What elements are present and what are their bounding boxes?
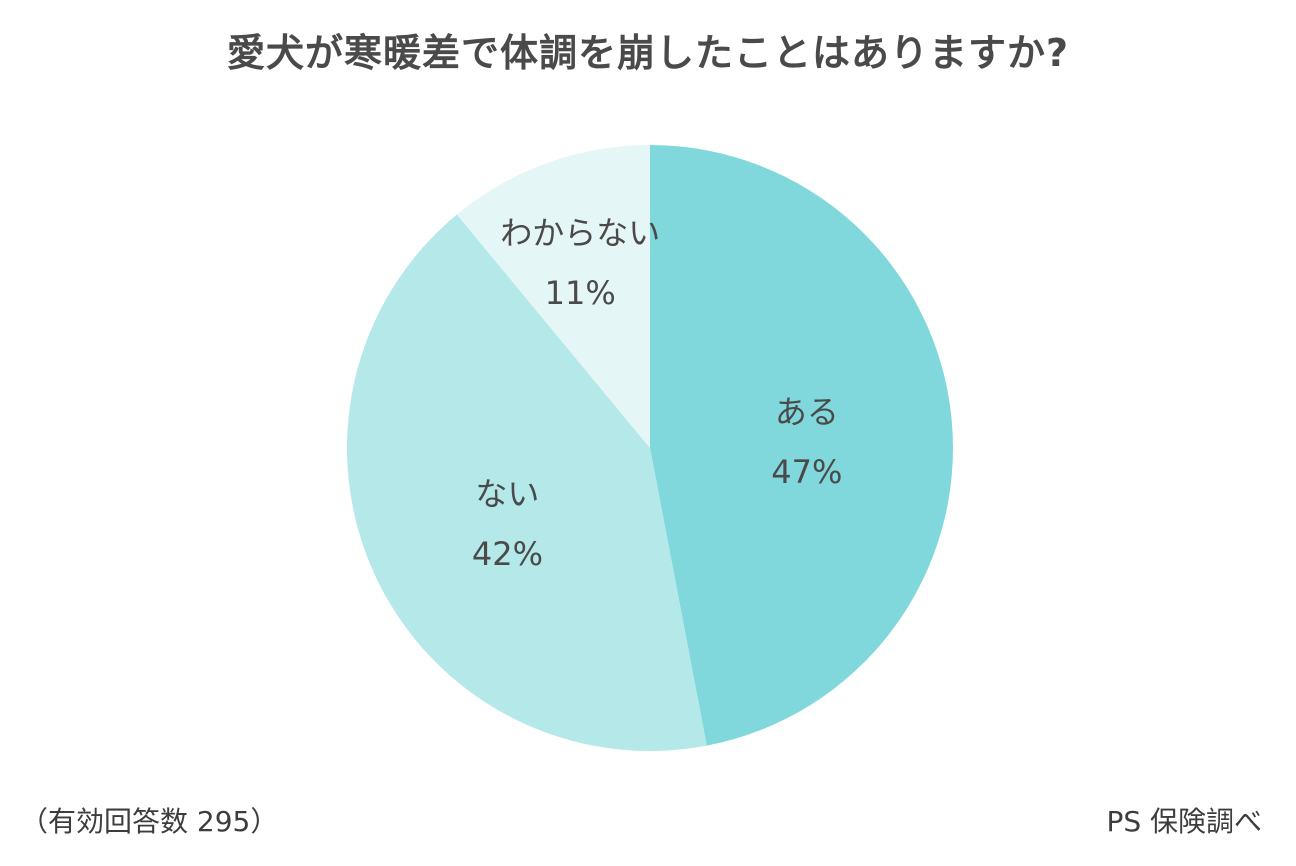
- slice-label-0: ある: [775, 393, 839, 431]
- pie-slice-1: [347, 214, 707, 751]
- slice-value-label-1: 42%: [472, 535, 543, 573]
- pie-slice-0: [650, 145, 954, 746]
- chart-title: 愛犬が寒暖差で体調を崩したことはありますか?: [226, 31, 1070, 75]
- slice-value-label-2: 11%: [545, 274, 616, 312]
- pie-slice-2: [456, 145, 650, 448]
- slice-label-2: わからない: [500, 214, 660, 252]
- slice-label-1: ない: [475, 475, 539, 513]
- source-note: PS 保険調べ: [1106, 805, 1262, 838]
- slice-value-label-0: 47%: [771, 453, 842, 491]
- sample-size-note: （有効回答数 295）: [20, 805, 279, 838]
